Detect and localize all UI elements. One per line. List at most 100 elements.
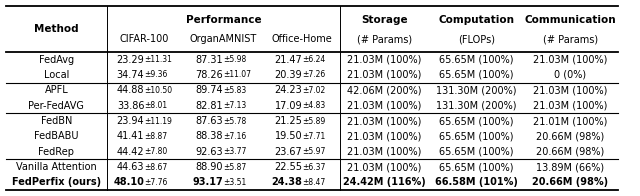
Text: 20.66M (98%): 20.66M (98%) [532, 177, 609, 187]
Text: 24.42M (116%): 24.42M (116%) [343, 177, 426, 187]
Text: 33.86: 33.86 [117, 101, 145, 111]
Text: ±7.02: ±7.02 [302, 86, 326, 95]
Text: 65.65M (100%): 65.65M (100%) [439, 131, 513, 141]
Text: (FLOPs): (FLOPs) [458, 34, 495, 44]
Text: ±7.13: ±7.13 [223, 101, 246, 110]
Text: 21.03M (100%): 21.03M (100%) [348, 70, 422, 80]
Text: 20.66M (98%): 20.66M (98%) [536, 131, 605, 141]
Text: ±7.80: ±7.80 [145, 147, 168, 156]
Text: 131.30M (200%): 131.30M (200%) [436, 101, 516, 111]
Text: 65.65M (100%): 65.65M (100%) [439, 116, 513, 126]
Text: 21.01M (100%): 21.01M (100%) [533, 116, 608, 126]
Text: 13.89M (66%): 13.89M (66%) [536, 162, 605, 172]
Text: 65.65M (100%): 65.65M (100%) [439, 70, 513, 80]
Text: 22.55: 22.55 [275, 162, 302, 172]
Text: ±5.98: ±5.98 [223, 55, 246, 64]
Text: 21.03M (100%): 21.03M (100%) [348, 147, 422, 157]
Text: 42.06M (200%): 42.06M (200%) [348, 85, 422, 95]
Text: 21.03M (100%): 21.03M (100%) [348, 101, 422, 111]
Text: 21.03M (100%): 21.03M (100%) [348, 162, 422, 172]
Text: 17.09: 17.09 [275, 101, 302, 111]
Text: 65.65M (100%): 65.65M (100%) [439, 147, 513, 157]
Text: 89.74: 89.74 [196, 85, 223, 95]
Text: 0 (0%): 0 (0%) [554, 70, 587, 80]
Text: 20.39: 20.39 [275, 70, 302, 80]
Text: CIFAR-100: CIFAR-100 [120, 34, 169, 44]
Text: 21.03M (100%): 21.03M (100%) [533, 101, 608, 111]
Text: Communication: Communication [525, 15, 616, 25]
Text: 65.65M (100%): 65.65M (100%) [439, 55, 513, 65]
Text: FedPerfix (ours): FedPerfix (ours) [12, 177, 101, 187]
Text: (# Params): (# Params) [543, 34, 598, 44]
Text: 23.67: 23.67 [275, 147, 302, 157]
Text: 82.81: 82.81 [196, 101, 223, 111]
Text: ±7.26: ±7.26 [302, 71, 326, 79]
Text: 44.42: 44.42 [116, 147, 145, 157]
Text: 21.03M (100%): 21.03M (100%) [348, 116, 422, 126]
Text: 20.66M (98%): 20.66M (98%) [536, 147, 605, 157]
Text: 21.03M (100%): 21.03M (100%) [348, 55, 422, 65]
Text: ±3.77: ±3.77 [223, 147, 246, 156]
Text: Local: Local [44, 70, 69, 80]
Text: 87.31: 87.31 [196, 55, 223, 65]
Text: 24.38: 24.38 [271, 177, 302, 187]
Text: ±6.37: ±6.37 [302, 163, 326, 172]
Text: APFL: APFL [45, 85, 68, 95]
Text: Performance: Performance [186, 15, 261, 25]
Text: 41.41: 41.41 [117, 131, 145, 141]
Text: 88.38: 88.38 [196, 131, 223, 141]
Text: ±11.31: ±11.31 [145, 55, 172, 64]
Text: 131.30M (200%): 131.30M (200%) [436, 85, 516, 95]
Text: 92.63: 92.63 [196, 147, 223, 157]
Text: Method: Method [34, 24, 79, 34]
Text: Computation: Computation [438, 15, 515, 25]
Text: ±8.01: ±8.01 [145, 101, 168, 110]
Text: 87.63: 87.63 [196, 116, 223, 126]
Text: ±5.89: ±5.89 [302, 117, 326, 125]
Text: Vanilla Attention: Vanilla Attention [16, 162, 97, 172]
Text: 44.88: 44.88 [117, 85, 145, 95]
Text: ±5.83: ±5.83 [223, 86, 246, 95]
Text: 66.58M (101%): 66.58M (101%) [435, 177, 518, 187]
Text: 19.50: 19.50 [275, 131, 302, 141]
Text: ±3.51: ±3.51 [223, 178, 246, 187]
Text: 24.23: 24.23 [275, 85, 302, 95]
Text: 21.03M (100%): 21.03M (100%) [533, 85, 608, 95]
Text: 21.03M (100%): 21.03M (100%) [348, 131, 422, 141]
Text: OrganAMNIST: OrganAMNIST [189, 34, 257, 44]
Text: 78.26: 78.26 [196, 70, 223, 80]
Text: ±7.16: ±7.16 [223, 132, 246, 141]
Text: 21.25: 21.25 [275, 116, 302, 126]
Text: ±5.87: ±5.87 [223, 163, 246, 172]
Text: ±11.07: ±11.07 [223, 71, 252, 79]
Text: Office-Home: Office-Home [272, 34, 333, 44]
Text: Per-FedAVG: Per-FedAVG [28, 101, 84, 111]
Text: FedAvg: FedAvg [39, 55, 74, 65]
Text: 23.29: 23.29 [116, 55, 145, 65]
Text: (# Params): (# Params) [357, 34, 412, 44]
Text: ±9.36: ±9.36 [145, 71, 168, 79]
Text: FedBN: FedBN [41, 116, 72, 126]
Text: ±8.67: ±8.67 [145, 163, 168, 172]
Text: ±10.50: ±10.50 [145, 86, 172, 95]
Text: 88.90: 88.90 [196, 162, 223, 172]
Text: 65.65M (100%): 65.65M (100%) [439, 162, 513, 172]
Text: ±11.19: ±11.19 [145, 117, 172, 125]
Text: ±5.78: ±5.78 [223, 117, 246, 125]
Text: 34.74: 34.74 [116, 70, 145, 80]
Text: Storage: Storage [361, 15, 408, 25]
Text: 93.17: 93.17 [193, 177, 223, 187]
Text: ±8.87: ±8.87 [145, 132, 168, 141]
Text: ±7.71: ±7.71 [302, 132, 326, 141]
Text: ±8.47: ±8.47 [302, 178, 326, 187]
Text: ±7.76: ±7.76 [145, 178, 168, 187]
Text: 23.94: 23.94 [116, 116, 145, 126]
Text: ±4.83: ±4.83 [302, 101, 326, 110]
Text: 21.03M (100%): 21.03M (100%) [533, 55, 608, 65]
Text: 48.10: 48.10 [113, 177, 145, 187]
Text: ±6.24: ±6.24 [302, 55, 326, 64]
Text: ±5.97: ±5.97 [302, 147, 326, 156]
Text: FedBABU: FedBABU [34, 131, 79, 141]
Text: 21.47: 21.47 [275, 55, 302, 65]
Text: FedRep: FedRep [38, 147, 74, 157]
